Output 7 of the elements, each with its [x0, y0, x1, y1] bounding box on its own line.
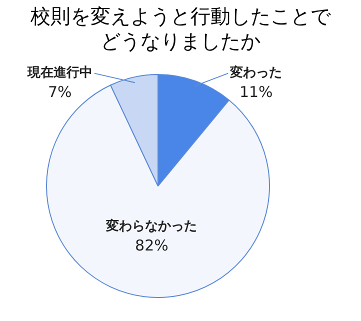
slice-label: 現在進行中: [26, 66, 92, 81]
data-label: 7%: [48, 83, 72, 102]
data-label: 82%: [135, 236, 168, 255]
data-label: 11%: [239, 83, 273, 102]
chart-title: 校則を変えようと行動したことでどうなりましたか: [30, 3, 332, 55]
slice-label: 変わった: [229, 64, 282, 81]
slice-label: 変わらなかった: [105, 218, 198, 234]
